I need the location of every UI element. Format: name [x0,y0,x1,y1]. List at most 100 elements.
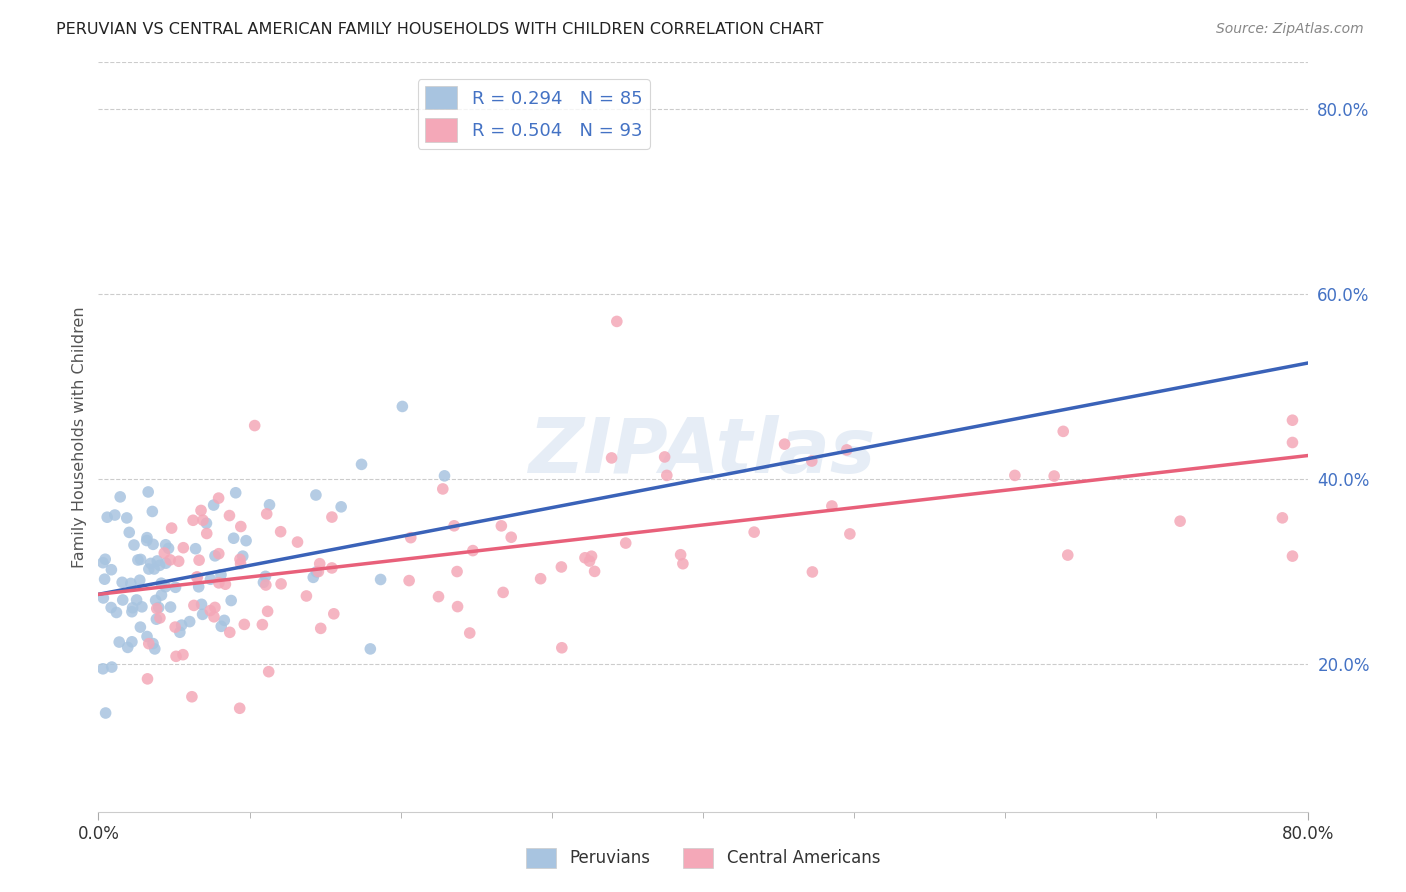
Point [186,570,208,584]
Point [186,570,208,584]
Point [254,569,277,583]
Y-axis label: Family Households with Children: Family Households with Children [72,306,87,568]
Point [252,617,274,632]
Point [200,572,222,586]
Point [150,588,173,602]
Point [398,574,420,588]
Point [117,640,139,655]
Point [672,557,695,571]
Point [208,575,231,590]
Point [143,641,166,656]
Point [501,530,523,544]
Point [257,665,280,679]
Point [218,625,240,640]
Point [170,618,193,632]
Point [184,541,207,556]
Point [165,620,187,634]
Point [149,611,172,625]
Point [229,557,252,571]
Point [94,552,117,566]
Point [91,662,114,676]
Point [100,563,122,577]
Point [309,621,332,635]
Point [195,526,218,541]
Point [165,580,187,594]
Point [287,535,309,549]
Point [172,648,194,662]
Legend: Peruvians, Central Americans: Peruvians, Central Americans [519,841,887,875]
Point [96,510,118,524]
Point [835,442,858,457]
Point [1281,413,1303,427]
Point [256,507,278,521]
Point [308,557,330,571]
Point [121,600,143,615]
Point [127,553,149,567]
Point [399,531,422,545]
Point [307,565,329,579]
Point [256,604,278,618]
Point [654,450,676,464]
Point [108,635,131,649]
Point [350,458,373,472]
Point [235,533,257,548]
Point [183,599,205,613]
Point [195,516,218,531]
Point [443,518,465,533]
Point [136,531,159,545]
Point [1043,469,1066,483]
Point [155,580,177,594]
Point [93,591,115,605]
Point [136,485,159,500]
Point [1271,511,1294,525]
Point [207,491,229,505]
Point [243,418,266,433]
Point [270,577,292,591]
Text: Source: ZipAtlas.com: Source: ZipAtlas.com [1216,22,1364,37]
Point [105,606,128,620]
Point [321,561,343,575]
Point [142,637,165,651]
Point [222,531,245,545]
Point [614,536,637,550]
Point [551,640,574,655]
Point [94,706,117,720]
Point [181,513,204,527]
Point [391,400,413,414]
Point [191,513,214,527]
Point [427,590,450,604]
Point [433,468,456,483]
Point [157,541,180,556]
Text: PERUVIAN VS CENTRAL AMERICAN FAMILY HOUSEHOLDS WITH CHILDREN CORRELATION CHART: PERUVIAN VS CENTRAL AMERICAN FAMILY HOUS… [56,22,824,37]
Point [172,541,194,555]
Point [821,499,844,513]
Point [202,609,225,624]
Point [190,597,212,611]
Point [461,543,484,558]
Point [202,498,225,512]
Point [219,593,242,607]
Legend: R = 0.294   N = 85, R = 0.504   N = 93: R = 0.294 N = 85, R = 0.504 N = 93 [418,79,650,149]
Point [153,546,176,560]
Point [111,575,134,590]
Point [669,548,692,562]
Point [141,504,163,518]
Point [148,600,170,615]
Point [1281,549,1303,563]
Point [139,557,162,571]
Point [204,600,226,615]
Point [143,562,166,576]
Point [165,649,187,664]
Point [370,573,392,587]
Point [1052,425,1074,439]
Point [218,508,240,523]
Point [801,565,824,579]
Point [159,600,181,615]
Point [492,585,515,599]
Point [302,570,325,584]
Point [550,560,572,574]
Point [209,619,232,633]
Point [91,556,114,570]
Point [204,549,226,563]
Point [187,580,209,594]
